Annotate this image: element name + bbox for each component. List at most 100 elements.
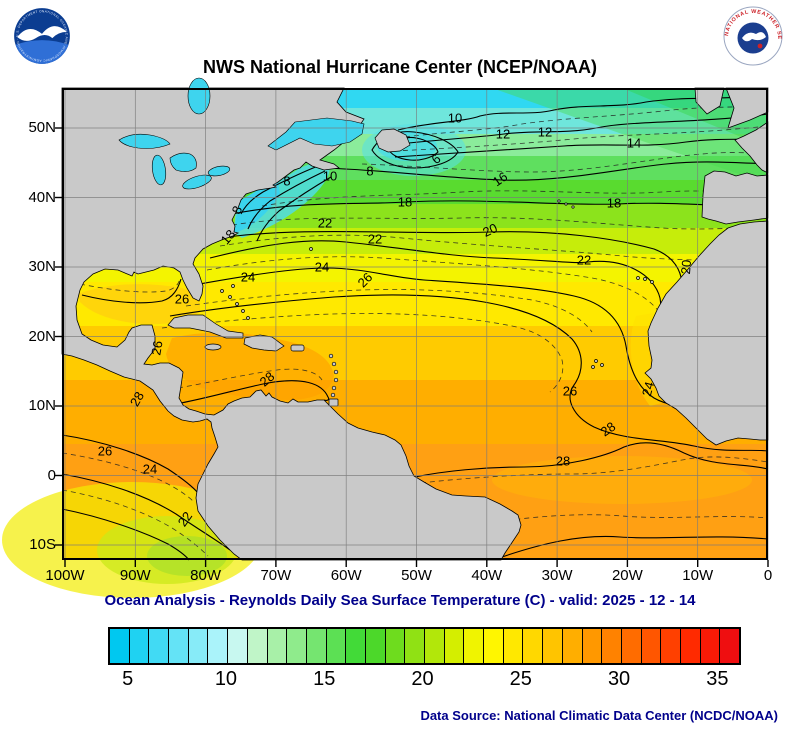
colorbar-tick-labels: 5 10 15 20 25 30 35	[108, 668, 737, 694]
islands-bahamas	[220, 284, 250, 320]
colorbar-tick-label: 35	[706, 668, 729, 690]
sst-colorbar	[108, 627, 741, 665]
colorbar-cell	[267, 629, 288, 663]
colorbar-cell	[503, 629, 524, 663]
sst-map-canvas	[2, 77, 769, 598]
lat-tick-label: 30N	[28, 258, 56, 275]
isotherm-label: 8	[366, 163, 374, 179]
colorbar-cell	[129, 629, 150, 663]
colorbar-cell	[110, 629, 130, 663]
lon-tick-label: 70W	[260, 567, 292, 584]
colorbar-cell	[464, 629, 485, 663]
lon-tick-label: 60W	[330, 567, 362, 584]
isotherm-label: 18	[397, 194, 413, 210]
isotherm-label: 24	[240, 269, 256, 285]
colorbar-cell	[484, 629, 504, 663]
colorbar-cell	[208, 629, 229, 663]
lat-tick-label: 50N	[28, 119, 56, 136]
nws-globe-map-shape	[742, 32, 766, 42]
lon-tick-label: 80W	[190, 567, 222, 584]
colorbar-cell	[444, 629, 465, 663]
gulf-of-st-lawrence	[267, 117, 365, 151]
colorbar-cell	[169, 629, 189, 663]
colorbar-cell	[661, 629, 681, 663]
noaa-logo: NATIONAL OCEANIC AND ATMOSPHERIC ADMINIS…	[9, 1, 74, 73]
colorbar-tick-label: 30	[607, 668, 631, 690]
isotherm-label: 26	[562, 383, 578, 399]
island-jamaica	[204, 343, 222, 351]
isotherm-label: 28	[555, 453, 571, 469]
lon-tick-label: 50W	[401, 567, 432, 584]
colorbar-tick-label: 5	[122, 668, 134, 690]
lon-tick-label: 90W	[119, 567, 151, 584]
lat-tick-label: 20N	[28, 327, 56, 345]
james-bay	[187, 77, 211, 115]
lat-tick-label: 10S	[29, 536, 56, 553]
colorbar-cell	[641, 629, 662, 663]
colorbar-cell	[680, 629, 701, 663]
islands-azores	[557, 199, 575, 209]
colorbar-cell	[385, 629, 406, 663]
noaa-logo-graphic: NATIONAL OCEANIC AND ATMOSPHERIC ADMINIS…	[9, 1, 70, 64]
lon-tick-label: 0	[763, 567, 773, 584]
land-americas	[61, 87, 522, 561]
nws-hurricane-dot	[757, 43, 763, 49]
lon-tick-label: 20W	[611, 567, 643, 584]
lake-ontario	[207, 165, 231, 177]
colorbar-cell	[543, 629, 563, 663]
colorbar-cell	[365, 629, 386, 663]
colorbar-cell	[306, 629, 327, 663]
isotherm-label: 22	[576, 252, 592, 268]
sst-map: 10 12 12 14 6 8 10 8 16 18 18 8 18 20 22 22 22 20 24 24 26 26…	[2, 77, 769, 598]
isotherm-label: 10	[322, 168, 338, 184]
nws-logo: NATIONAL WEATHER SERVICE	[720, 1, 784, 72]
islands-lesser-antilles	[328, 353, 339, 407]
data-source-note: Data Source: National Climatic Data Cent…	[420, 708, 778, 723]
lon-tick-label: 100W	[45, 567, 85, 584]
inland-waters	[118, 77, 365, 190]
page-title: NWS National Hurricane Center (NCEP/NOAA…	[202, 57, 598, 77]
noaa-gull-icon	[17, 26, 67, 41]
isotherm-label: 18	[606, 195, 622, 211]
colorbar-cell	[700, 629, 721, 663]
map-caption: Ocean Analysis - Reynolds Daily Sea Surf…	[104, 592, 696, 609]
lat-tick-label: 10N	[28, 397, 56, 414]
lake-michigan	[151, 154, 167, 186]
lake-huron	[169, 152, 197, 172]
isotherm-label: 12	[537, 124, 553, 140]
colorbar-cell	[720, 629, 739, 663]
colorbar-cell	[582, 629, 603, 663]
lat-tick-label: 0	[47, 466, 56, 484]
isotherm-label: 22	[367, 231, 383, 247]
noaa-sea-shape	[14, 40, 70, 64]
lon-tick-label: 10W	[682, 567, 714, 584]
colorbar-cell	[326, 629, 347, 663]
colorbar-tick-label: 10	[214, 668, 238, 690]
isotherm-label: 14	[626, 135, 642, 151]
colorbar-cell	[562, 629, 583, 663]
land-africa	[644, 220, 769, 446]
isotherm-label: 22	[317, 215, 333, 231]
colorbar-tick-label: 25	[509, 668, 532, 690]
isotherm-label: 20	[677, 259, 695, 275]
lat-tick-label: 40N	[28, 188, 56, 206]
isotherm-label: 26	[97, 443, 113, 459]
lake-erie	[182, 174, 212, 190]
island-bermuda	[309, 247, 313, 251]
colorbar-cell	[149, 629, 170, 663]
map-frame	[62, 88, 768, 560]
colorbar-cell	[405, 629, 425, 663]
lake-superior	[118, 133, 171, 149]
islands-cape-verde	[591, 359, 604, 369]
colorbar-cell	[188, 629, 209, 663]
land-france	[734, 121, 769, 174]
colorbar-cell	[228, 629, 248, 663]
isotherm-label: 8	[283, 173, 291, 189]
colorbar-cell	[602, 629, 622, 663]
lon-tick-label: 30W	[541, 567, 573, 584]
islands-canary	[636, 276, 654, 284]
isotherm-label: 24	[142, 461, 158, 477]
axis-ticks	[55, 127, 769, 567]
lon-tick-label: 40W	[471, 567, 503, 584]
colorbar-tick-label: 20	[411, 668, 434, 690]
